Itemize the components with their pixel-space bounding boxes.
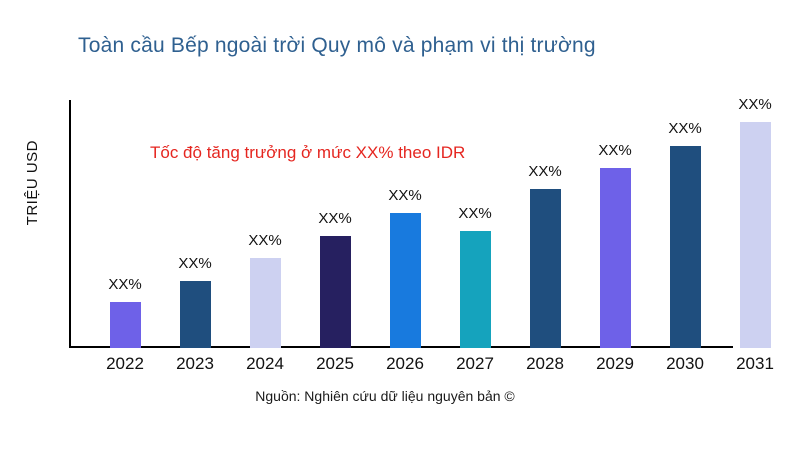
x-tick-2030: 2030 — [666, 354, 704, 373]
bar-value-label-2027: XX% — [458, 205, 492, 222]
bar-2023 — [179, 281, 211, 348]
chart-title: Toàn cầu Bếp ngoài trời Quy mô và phạm v… — [78, 34, 596, 57]
bar-2027 — [459, 231, 491, 348]
bar-2029 — [599, 168, 631, 348]
bar-value-label-2026: XX% — [388, 187, 422, 204]
x-tick-2025: 2025 — [316, 354, 354, 373]
y-axis-label: TRIỆU USD — [24, 140, 41, 226]
y-axis-line — [69, 100, 71, 348]
bar-2028 — [529, 189, 561, 348]
bar-value-label-2031: XX% — [738, 96, 772, 113]
bar-2030 — [669, 146, 701, 348]
x-tick-2022: 2022 — [106, 354, 144, 373]
x-tick-2023: 2023 — [176, 354, 214, 373]
x-tick-2028: 2028 — [526, 354, 564, 373]
x-tick-2029: 2029 — [596, 354, 634, 373]
x-tick-2031: 2031 — [736, 354, 774, 373]
source-note: Nguồn: Nghiên cứu dữ liệu nguyên bản © — [255, 388, 515, 404]
bar-2024 — [249, 258, 281, 348]
x-tick-2024: 2024 — [246, 354, 284, 373]
bar-2022 — [109, 302, 141, 348]
bar-value-label-2024: XX% — [248, 232, 282, 249]
bar-2025 — [319, 236, 351, 348]
bar-2031 — [739, 122, 771, 348]
x-tick-2027: 2027 — [456, 354, 494, 373]
bar-value-label-2028: XX% — [528, 163, 562, 180]
bar-value-label-2029: XX% — [598, 142, 632, 159]
bar-2026 — [389, 213, 421, 348]
growth-rate-annotation: Tốc độ tăng trưởng ở mức XX% theo IDR — [150, 143, 466, 162]
bar-value-label-2023: XX% — [178, 255, 212, 272]
bar-value-label-2022: XX% — [108, 276, 142, 293]
bar-value-label-2025: XX% — [318, 210, 352, 227]
bar-value-label-2030: XX% — [668, 120, 702, 137]
x-tick-2026: 2026 — [386, 354, 424, 373]
